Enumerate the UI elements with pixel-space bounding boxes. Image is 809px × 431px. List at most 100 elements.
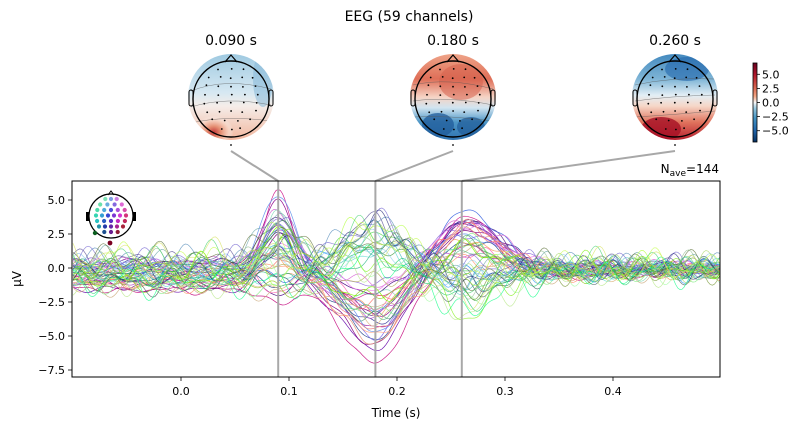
topomap-sensor-dot: [477, 109, 479, 112]
inset-sensor-dot: [119, 202, 124, 207]
topomap-sensor-dot: [439, 68, 441, 71]
topomap-sensor-dot: [686, 68, 689, 71]
topomap-sensor-dot: [461, 127, 463, 130]
topomap-blob: [422, 113, 454, 137]
inset-sensor-dot: [102, 224, 108, 229]
topomap-sensor-dot: [667, 119, 670, 122]
topomap-sensor-dot: [648, 93, 650, 96]
topomap-sensor-dot: [699, 102, 702, 104]
topomap-sensor-dot: [661, 94, 664, 96]
topomap-sensor-dot: [662, 110, 665, 113]
topomap-sensor-dot: [219, 76, 222, 78]
inset-sensor-dot: [96, 224, 102, 229]
topomap-sensor-dot: [661, 85, 664, 88]
topomap-sensor-dot: [439, 85, 442, 88]
y-tick-label: 0.0: [48, 262, 66, 275]
topomap-sensor-dot: [673, 77, 676, 80]
topomap-sensor-dot: [476, 85, 479, 87]
topomap-sensor-dot: [251, 76, 254, 79]
inset-sensor-dot: [107, 240, 113, 246]
inset-right-ear: [133, 212, 136, 221]
topomap-sensor-dot: [211, 118, 214, 121]
inset-sensor-dot: [108, 224, 114, 229]
topomap-sensor-dot: [230, 110, 233, 112]
topomap-sensor-dot: [205, 84, 208, 87]
topomap-sensor-dot: [230, 144, 232, 146]
topomap-sensor-dot: [242, 86, 244, 88]
inset-sensor-dot: [108, 207, 114, 213]
topomap-sensor-dot: [230, 93, 233, 96]
topomap-sensor-dot: [674, 85, 676, 88]
x-tick-label: 0.0: [172, 385, 190, 398]
topomap-contour: [190, 100, 272, 108]
inset-sensor-dot: [115, 229, 120, 235]
topomap-sensor-dot: [695, 76, 698, 79]
inset-sensor-dot: [111, 213, 117, 218]
plot-frame: [71, 180, 721, 378]
topomap-sensor-dot: [230, 85, 232, 88]
colorbar-tick-label: −5.0: [762, 125, 789, 138]
inset-sensor-dot: [108, 218, 114, 224]
topomap-sensor-dot: [464, 68, 467, 71]
topomap-sensor-dot: [478, 93, 481, 96]
x-tick-label: 0.4: [604, 385, 622, 398]
topomap: 0.260 s: [632, 33, 718, 146]
channel-trace: [72, 241, 720, 291]
topomap-connector-line: [230, 150, 279, 182]
colorbar: 5.02.5 0.0−2.5−5.0: [752, 62, 789, 143]
topomap-sensor-dot: [204, 93, 206, 96]
topomap-sensor-dot: [217, 85, 220, 88]
topomap-sensor-dot: [244, 93, 246, 96]
topomap-sensor-dot: [207, 76, 210, 79]
topomap-sensor-dot: [661, 68, 663, 71]
inset-sensor-dot: [114, 224, 120, 229]
topomap-right-ear: [268, 89, 274, 107]
topomap-sensor-dot: [675, 128, 677, 131]
topomap-connector-line: [375, 150, 454, 182]
butterfly-traces: [72, 189, 720, 364]
topomap-sensor-dot: [426, 93, 428, 96]
topomap: 0.090 s: [188, 33, 274, 146]
time-markers: [277, 181, 463, 377]
topomap-left-ear: [632, 89, 638, 107]
x-axis-label: Time (s): [371, 406, 421, 420]
topomap-sensor-dot: [229, 77, 232, 80]
inset-sensor-dot: [114, 196, 119, 202]
sensor-location-inset: [86, 190, 136, 246]
topomaps: 0.090 s 0.180 s 0.260 s: [188, 33, 718, 146]
topomap-time-label: 0.090 s: [205, 33, 257, 49]
topomap-sensor-dot: [255, 102, 258, 104]
x-tick-label: 0.2: [388, 385, 406, 398]
topomap-left-ear: [410, 89, 416, 107]
topomap-sensor-dot: [452, 93, 455, 96]
topomap-sensor-dot: [452, 68, 455, 70]
inset-sensor-dot: [123, 213, 129, 218]
topomap-sensor-dot: [452, 110, 454, 112]
topomap-blob: [439, 64, 483, 100]
colorbar-tick-label: −2.5: [762, 111, 789, 124]
topomap: 0.180 s: [410, 33, 496, 146]
topomap-sensor-dot: [698, 85, 701, 87]
topomap-sensor-dot: [683, 127, 685, 130]
topomap-sensor-dot: [255, 109, 257, 112]
topomap-time-label: 0.260 s: [649, 33, 701, 49]
colorbar-ticks: 5.02.5 0.0−2.5−5.0: [757, 68, 789, 138]
topomap-nose: [224, 54, 238, 63]
topomap-nose: [668, 54, 682, 63]
topomap-sensor-dot: [439, 94, 442, 96]
topomap-sensor-dot: [477, 102, 480, 104]
topomap-field: [632, 54, 718, 140]
topomap-connector-line: [461, 150, 676, 182]
y-tick-label: −7.5: [38, 364, 65, 377]
topomap-right-ear: [490, 89, 496, 107]
inset-sensor-dot: [122, 218, 127, 224]
topomap-sensor-dot: [700, 93, 703, 96]
inset-sensor-dot: [108, 229, 114, 235]
topomap-sensor-dot: [464, 86, 466, 88]
topomap-sensor-dot: [686, 86, 688, 88]
inset-sensor-dot: [117, 213, 123, 218]
inset-sensor-dot: [108, 196, 114, 202]
channel-trace: [72, 261, 720, 327]
inset-sensor-dot: [122, 207, 127, 213]
